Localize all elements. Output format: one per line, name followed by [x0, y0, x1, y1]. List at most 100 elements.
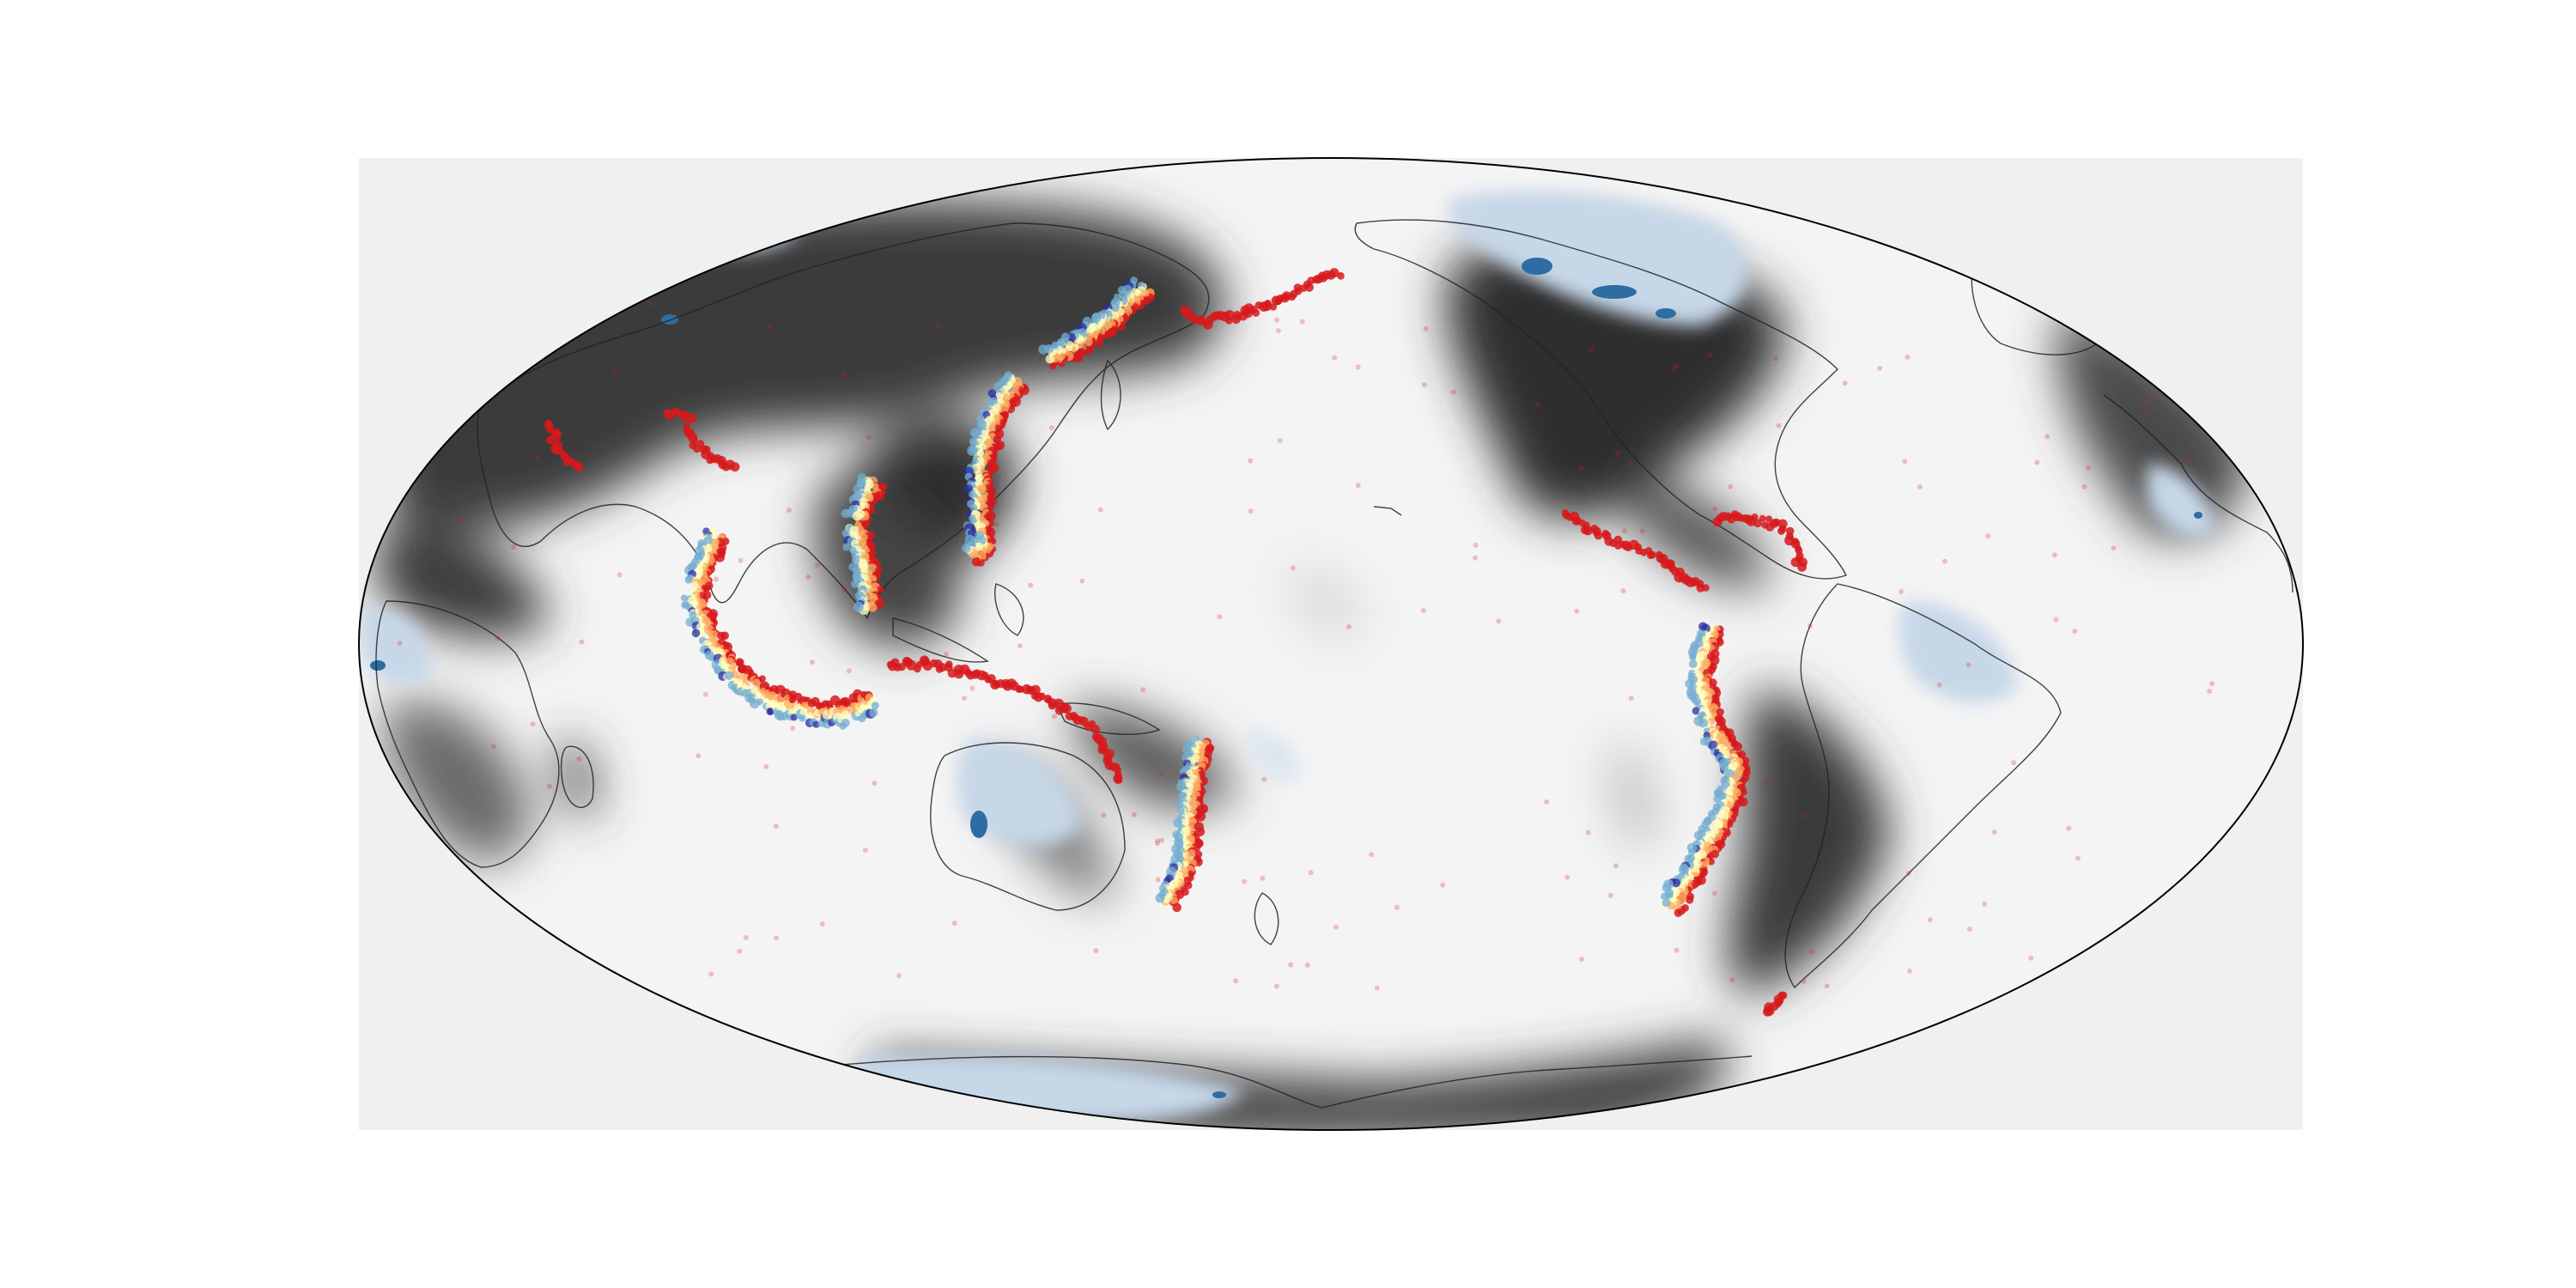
- quake-dot-scattered: [961, 696, 967, 702]
- quake-dot-scattered: [696, 753, 702, 759]
- quake-dot-scattered: [490, 744, 496, 750]
- quake-dot: [756, 698, 763, 706]
- quake-dot: [692, 444, 702, 453]
- quake-dot-scattered: [872, 781, 878, 787]
- quake-dot-scattered: [1450, 389, 1456, 395]
- quake-dot: [679, 410, 690, 421]
- quake-dot-scattered: [1707, 352, 1712, 358]
- quake-dot: [546, 426, 554, 434]
- quake-dot-scattered: [1585, 829, 1591, 835]
- quake-dot-scattered: [1273, 317, 1279, 323]
- quake-dot-scattered: [1355, 483, 1361, 489]
- quake-dot-scattered: [846, 668, 852, 674]
- globe-content: [359, 158, 2303, 1130]
- quake-dot: [1177, 806, 1185, 814]
- quake-dot-scattered: [1051, 714, 1057, 720]
- quake-dot: [1753, 519, 1762, 528]
- quake-dot: [1012, 381, 1021, 391]
- quake-dot: [1759, 514, 1766, 522]
- quake-dot: [967, 446, 977, 456]
- quake-dot-scattered: [1420, 608, 1426, 613]
- quake-dot-scattered: [1985, 533, 1991, 539]
- quake-dot: [1713, 794, 1722, 804]
- quake-dot-scattered: [1704, 672, 1710, 678]
- quake-dot: [1751, 513, 1759, 521]
- quake-dot: [842, 699, 851, 708]
- quake-dot: [1648, 550, 1656, 559]
- quake-dot: [1721, 780, 1730, 789]
- quake-dot: [1719, 811, 1729, 821]
- quake-dot-scattered: [1248, 458, 1254, 464]
- quake-dot-scattered: [1674, 363, 1680, 369]
- quake-dot-scattered: [612, 370, 618, 375]
- quake-dot-scattered: [951, 666, 957, 672]
- quake-dot-scattered: [1155, 838, 1161, 844]
- quake-dot-scattered: [1154, 841, 1160, 847]
- quake-dot-scattered: [1346, 624, 1352, 629]
- quake-dot-scattered: [1824, 983, 1830, 989]
- quake-dot: [852, 511, 862, 521]
- quake-dot-scattered: [766, 324, 772, 330]
- quake-dot: [720, 631, 729, 641]
- quake-dot-scattered: [1772, 355, 1778, 361]
- quake-dot: [871, 702, 879, 710]
- quake-dot-scattered: [1308, 870, 1314, 876]
- quake-dot: [1173, 817, 1182, 828]
- quake-dot-scattered: [2053, 617, 2059, 623]
- quake-dot-scattered: [647, 301, 653, 307]
- quake-dot-scattered: [773, 823, 779, 829]
- quake-dot: [1045, 355, 1054, 364]
- quake-dot-scattered: [2148, 396, 2153, 402]
- quake-dot-scattered: [1440, 882, 1446, 888]
- quake-dot-scattered: [1369, 852, 1375, 858]
- quake-dot-scattered: [1158, 837, 1164, 843]
- quake-dot: [1765, 515, 1773, 523]
- quake-dot: [1688, 848, 1696, 856]
- quake-dot-scattered: [810, 659, 815, 665]
- quake-dot-scattered: [1728, 755, 1734, 761]
- quake-dot-scattered: [1902, 459, 1908, 465]
- quake-dot-scattered: [2011, 760, 2017, 766]
- quake-dot-scattered: [790, 726, 796, 732]
- quake-dot-scattered: [1899, 589, 1905, 594]
- quake-dot: [1030, 684, 1041, 696]
- quake-dot-scattered: [2028, 955, 2034, 961]
- quake-dot-scattered: [1729, 977, 1735, 983]
- quake-dot-scattered: [1728, 483, 1734, 489]
- quake-dot-scattered: [1097, 507, 1103, 513]
- quake-dot-scattered: [1261, 776, 1267, 782]
- quake-dot-scattered: [1763, 780, 1769, 786]
- quake-dot: [1716, 708, 1724, 716]
- quake-dot-scattered: [1991, 829, 1997, 835]
- quake-dot-scattered: [495, 635, 501, 641]
- quake-dot-scattered: [1776, 422, 1782, 428]
- quake-dot: [1255, 301, 1263, 309]
- quake-dot: [691, 629, 701, 638]
- quake-dot: [877, 586, 884, 593]
- quake-dot: [1180, 305, 1190, 315]
- quake-dot: [691, 581, 699, 589]
- quake-dot-scattered: [1905, 871, 1911, 876]
- quake-dot: [1662, 898, 1671, 908]
- quake-dot-scattered: [1917, 484, 1923, 489]
- quake-dot: [545, 435, 556, 445]
- quake-dot-scattered: [2051, 552, 2057, 558]
- quake-dot: [842, 543, 851, 551]
- quake-dot-scattered: [738, 557, 744, 563]
- quake-dot-scattered: [763, 763, 769, 769]
- quake-dot-scattered: [2075, 855, 2081, 861]
- quake-dot-scattered: [708, 971, 714, 977]
- quake-dot: [1038, 344, 1048, 355]
- quake-dot-scattered: [1927, 917, 1933, 923]
- quake-dot-scattered: [1801, 978, 1807, 984]
- quake-dot-scattered: [841, 372, 848, 378]
- quake-dot-scattered: [1332, 355, 1338, 361]
- quake-dot-scattered: [2081, 484, 2087, 489]
- quake-dot-scattered: [530, 721, 536, 727]
- quake-dot-scattered: [1248, 508, 1254, 514]
- quake-dot-scattered: [576, 756, 582, 762]
- quake-dot: [1095, 339, 1103, 348]
- quake-dot: [1197, 314, 1206, 323]
- quake-dot: [1688, 659, 1698, 669]
